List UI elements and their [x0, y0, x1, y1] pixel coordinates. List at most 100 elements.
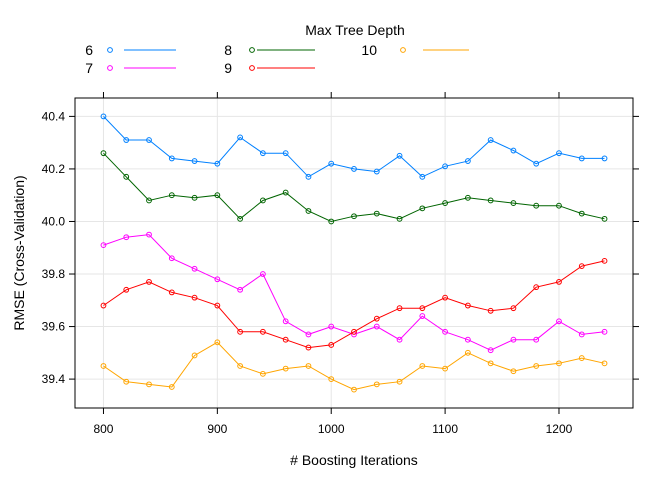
legend-label: 10	[361, 42, 377, 58]
data-point	[419, 205, 426, 212]
data-point	[556, 360, 562, 367]
data-point	[442, 294, 449, 301]
data-point	[351, 213, 357, 220]
x-tick-label: 900	[207, 422, 227, 436]
y-tick-label: 39.6	[42, 320, 66, 334]
legend-label: 6	[85, 42, 93, 58]
y-tick-label: 40.4	[42, 109, 66, 123]
x-tick-label: 1100	[432, 422, 458, 436]
data-point	[214, 192, 221, 199]
data-point	[146, 278, 152, 285]
data-point	[168, 155, 175, 162]
data-point	[396, 152, 403, 159]
data-point	[464, 336, 471, 343]
data-point	[510, 368, 517, 375]
data-point	[533, 284, 540, 291]
data-point	[487, 137, 494, 143]
data-point	[305, 363, 312, 369]
data-point	[282, 365, 289, 372]
data-point	[578, 155, 585, 162]
data-point	[464, 302, 471, 309]
data-point	[578, 210, 585, 217]
data-point	[305, 208, 312, 214]
data-point	[328, 323, 335, 330]
data-point	[601, 155, 608, 162]
legend-marker	[107, 47, 113, 53]
data-point	[100, 150, 107, 157]
data-point	[214, 302, 221, 309]
data-point	[282, 189, 289, 196]
data-point	[168, 289, 175, 296]
data-point	[259, 150, 266, 157]
data-point	[123, 378, 130, 385]
data-point	[214, 339, 221, 346]
data-point	[351, 328, 357, 335]
data-point	[191, 294, 198, 301]
legend: Max Tree Depth 6 7 8 9 10	[85, 22, 469, 76]
data-point	[396, 215, 403, 222]
data-point	[396, 336, 403, 343]
data-point	[191, 158, 198, 164]
series-line	[103, 260, 605, 349]
y-tick-label: 40.2	[42, 162, 66, 176]
data-point	[191, 352, 198, 359]
data-point	[214, 160, 221, 167]
data-point	[419, 305, 426, 312]
data-point	[373, 381, 380, 388]
x-tick-label: 1000	[318, 422, 345, 436]
data-point	[396, 378, 403, 385]
data-point	[259, 271, 266, 277]
data-point	[146, 381, 152, 388]
data-point	[191, 265, 198, 272]
data-point	[328, 376, 335, 383]
data-point	[237, 134, 244, 141]
data-point	[578, 331, 585, 338]
series-line	[103, 234, 605, 351]
data-point	[487, 360, 494, 367]
data-point	[328, 160, 335, 167]
data-point	[259, 370, 266, 377]
data-point	[328, 218, 335, 225]
data-point	[282, 336, 289, 343]
legend-label: 9	[224, 60, 232, 76]
data-point	[373, 323, 380, 330]
data-point	[487, 307, 494, 314]
data-point	[123, 173, 130, 180]
data-point	[168, 192, 175, 199]
legend-item-10: 10	[361, 42, 469, 58]
data-point	[442, 328, 449, 335]
data-point	[328, 342, 335, 348]
data-point	[556, 318, 562, 325]
data-point	[442, 200, 449, 206]
data-point	[556, 202, 562, 209]
data-point	[146, 137, 152, 143]
series-6	[100, 113, 608, 180]
legend-marker	[400, 47, 406, 53]
data-point	[100, 302, 107, 309]
data-point	[237, 363, 244, 369]
data-point	[351, 386, 357, 393]
legend-item-6: 6	[85, 42, 176, 58]
data-point	[601, 328, 608, 335]
data-point	[464, 158, 471, 164]
data-point	[123, 137, 130, 143]
data-point	[168, 384, 175, 390]
y-tick-label: 39.4	[42, 372, 66, 386]
data-point	[601, 215, 608, 222]
series-line	[103, 116, 605, 178]
data-point	[396, 305, 403, 312]
data-point	[464, 194, 471, 201]
data-point	[259, 328, 266, 335]
data-point	[578, 263, 585, 270]
data-point	[146, 197, 152, 204]
data-point	[533, 202, 540, 209]
plot-frame	[74, 97, 634, 409]
data-point	[510, 305, 517, 312]
data-point	[556, 150, 562, 157]
data-point	[373, 315, 380, 322]
data-point	[146, 231, 152, 238]
legend-label: 7	[85, 60, 93, 76]
y-tick-label: 40.0	[42, 214, 66, 228]
data-point	[487, 347, 494, 354]
